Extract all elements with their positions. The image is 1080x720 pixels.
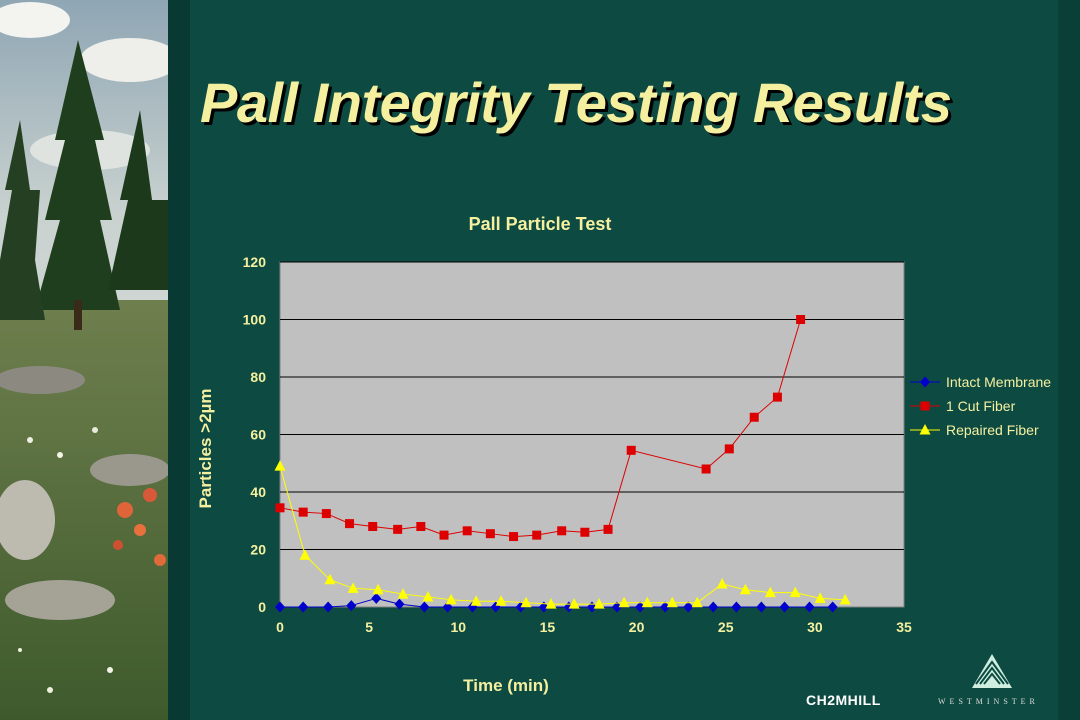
x-tick-label: 30 xyxy=(807,619,823,635)
data-point-1-cut-fiber xyxy=(393,524,403,534)
data-point-intact-membrane xyxy=(779,601,790,613)
y-tick-label: 0 xyxy=(258,599,266,615)
data-point-intact-membrane xyxy=(708,601,719,613)
data-point-repaired-fiber xyxy=(397,588,409,599)
data-point-1-cut-fiber xyxy=(345,519,355,529)
legend-marker-repaired-fiber xyxy=(919,424,931,435)
data-point-intact-membrane xyxy=(275,601,285,613)
x-tick-label: 10 xyxy=(450,619,466,635)
x-tick-label: 5 xyxy=(365,619,373,635)
data-point-repaired-fiber xyxy=(641,596,653,608)
data-point-intact-membrane xyxy=(660,601,671,613)
data-point-intact-membrane xyxy=(683,601,694,613)
y-tick-label: 100 xyxy=(243,312,267,328)
data-point-repaired-fiber xyxy=(568,598,580,609)
x-tick-label: 35 xyxy=(896,619,912,635)
x-tick-label: 20 xyxy=(629,619,645,635)
data-point-intact-membrane xyxy=(756,601,767,613)
data-point-intact-membrane xyxy=(827,601,838,613)
legend-marker-1-cut-fiber xyxy=(920,401,930,411)
slide-title: Pall Integrity Testing Results xyxy=(200,71,952,134)
data-point-repaired-fiber xyxy=(520,596,532,608)
x-tick-label: 15 xyxy=(540,619,556,635)
data-point-repaired-fiber xyxy=(372,583,384,595)
series-line-repaired-fiber xyxy=(279,465,846,605)
data-point-1-cut-fiber xyxy=(724,444,734,454)
data-point-1-cut-fiber xyxy=(298,507,308,517)
data-point-1-cut-fiber xyxy=(603,524,613,534)
data-point-1-cut-fiber xyxy=(626,445,636,455)
data-point-repaired-fiber xyxy=(739,583,751,595)
data-point-1-cut-fiber xyxy=(485,529,495,539)
data-point-repaired-fiber xyxy=(299,549,311,560)
slide-divider xyxy=(168,0,190,720)
particle-chart: 0 20 40 60 80 100 120 0 5 10 15 20 25 30 35 Pall Partic… xyxy=(196,214,1051,695)
data-point-intact-membrane xyxy=(346,600,357,612)
data-point-repaired-fiber xyxy=(324,573,336,585)
data-point-1-cut-fiber xyxy=(275,503,285,513)
data-point-repaired-fiber xyxy=(445,593,457,605)
data-point-1-cut-fiber xyxy=(580,527,590,537)
data-point-1-cut-fiber xyxy=(749,412,759,422)
data-point-1-cut-fiber xyxy=(557,526,567,536)
y-tick-label: 80 xyxy=(250,369,266,385)
data-point-repaired-fiber xyxy=(814,592,826,603)
data-point-1-cut-fiber xyxy=(772,392,782,402)
data-point-1-cut-fiber xyxy=(532,530,542,540)
data-point-repaired-fiber xyxy=(593,598,605,609)
westminster-logo-icon xyxy=(972,654,1012,688)
data-point-repaired-fiber xyxy=(666,596,678,608)
slide-edge xyxy=(1058,0,1080,720)
data-point-intact-membrane xyxy=(394,598,405,610)
data-point-1-cut-fiber xyxy=(368,522,378,531)
data-point-repaired-fiber xyxy=(347,582,359,593)
data-point-intact-membrane xyxy=(419,601,430,613)
data-point-repaired-fiber xyxy=(545,598,557,609)
data-point-repaired-fiber xyxy=(691,596,703,608)
legend-label-repaired-fiber: Repaired Fiber xyxy=(946,422,1039,438)
data-point-repaired-fiber xyxy=(495,595,507,606)
x-tick-label: 25 xyxy=(718,619,734,635)
legend-label-intact-membrane: Intact Membrane xyxy=(946,374,1051,390)
data-point-repaired-fiber xyxy=(789,586,801,598)
data-point-repaired-fiber xyxy=(422,590,434,602)
x-tick-label: 0 xyxy=(276,619,284,635)
data-point-intact-membrane xyxy=(298,601,309,613)
y-tick-label: 40 xyxy=(250,484,266,500)
data-point-repaired-fiber xyxy=(839,593,851,605)
data-point-repaired-fiber xyxy=(764,586,776,598)
data-point-1-cut-fiber xyxy=(416,522,426,531)
data-point-intact-membrane xyxy=(804,601,815,613)
y-axis-label: Particles >2µm xyxy=(196,389,215,509)
data-point-1-cut-fiber xyxy=(321,509,331,519)
data-point-intact-membrane xyxy=(323,601,334,613)
y-tick-label: 120 xyxy=(243,254,267,270)
y-tick-label: 60 xyxy=(250,427,266,443)
ch2mhill-logo: CH2MHILL xyxy=(806,692,881,708)
data-point-1-cut-fiber xyxy=(701,464,711,474)
westminster-logo-text: WESTMINSTER xyxy=(938,697,1039,706)
data-point-1-cut-fiber xyxy=(439,530,449,540)
legend-label-1-cut-fiber: 1 Cut Fiber xyxy=(946,398,1016,414)
chart-title: Pall Particle Test xyxy=(469,214,612,234)
data-point-intact-membrane xyxy=(371,592,382,604)
data-point-repaired-fiber xyxy=(618,596,630,608)
legend-marker-intact-membrane xyxy=(920,376,930,388)
data-point-repaired-fiber xyxy=(470,595,482,606)
x-axis-label: Time (min) xyxy=(463,676,549,695)
data-point-repaired-fiber xyxy=(274,460,286,471)
data-point-intact-membrane xyxy=(635,601,646,613)
data-point-1-cut-fiber xyxy=(796,315,806,324)
data-point-intact-membrane xyxy=(731,601,742,613)
data-point-1-cut-fiber xyxy=(462,526,472,536)
landscape-photo xyxy=(0,0,168,720)
data-point-1-cut-fiber xyxy=(509,532,519,542)
data-point-repaired-fiber xyxy=(716,578,728,589)
data-point-intact-membrane xyxy=(611,601,622,613)
y-tick-label: 20 xyxy=(250,542,266,558)
